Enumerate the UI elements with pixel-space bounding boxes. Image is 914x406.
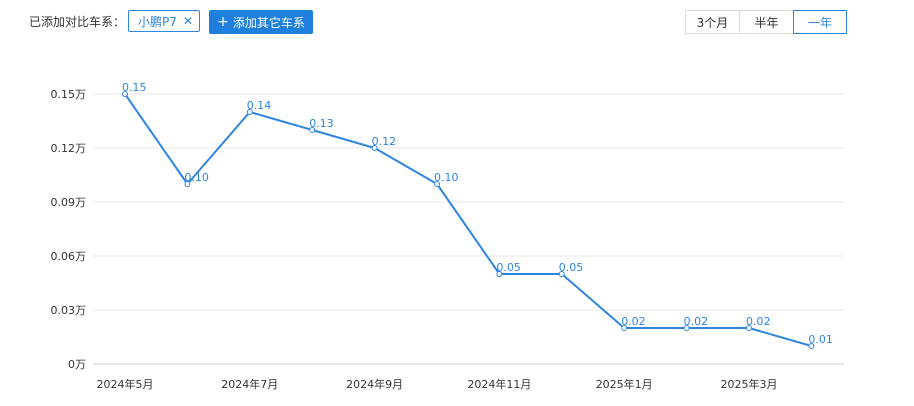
x-tick-label: 2024年7月 — [221, 377, 278, 391]
y-tick-label: 0.12万 — [51, 142, 87, 155]
data-point — [122, 91, 128, 97]
series-line — [124, 93, 812, 347]
data-label: 0.05 — [559, 261, 584, 274]
data-point — [746, 325, 752, 331]
data-point — [808, 343, 815, 349]
data-point — [621, 325, 628, 331]
range-one-year-button[interactable]: 一年 — [793, 10, 847, 34]
range-half-year-button[interactable]: 半年 — [739, 10, 794, 34]
x-tick-label: 2024年9月 — [346, 377, 403, 391]
y-tick-label: 0.09万 — [51, 196, 87, 209]
data-label: 0.10 — [184, 171, 209, 184]
x-tick-label: 2025年3月 — [721, 377, 778, 391]
data-point — [496, 271, 503, 277]
data-point — [558, 271, 565, 277]
compare-label: 已添加对比车系： — [29, 15, 126, 29]
x-tick-label: 2024年5月 — [97, 377, 154, 391]
data-label: 0.02 — [684, 315, 709, 328]
close-icon[interactable]: ✕ — [182, 14, 193, 28]
add-series-button[interactable]: + 添加其它车系 — [209, 10, 313, 34]
data-label: 0.05 — [496, 261, 521, 274]
selected-series-name: 小鹏P7 — [138, 14, 177, 29]
y-tick-label: 0.03万 — [51, 304, 87, 317]
data-label: 0.10 — [434, 171, 459, 184]
y-tick-label: 0.06万 — [51, 250, 87, 263]
y-tick-label: 0万 — [68, 358, 86, 371]
data-label: 0.02 — [746, 315, 771, 328]
data-label: 0.01 — [808, 333, 833, 346]
data-point — [371, 145, 378, 151]
add-series-label: 添加其它车系 — [232, 15, 305, 30]
time-range-group: 3个月 半年 一年 — [685, 10, 847, 34]
data-label: 0.02 — [621, 315, 646, 328]
data-point — [309, 127, 316, 133]
x-tick-label: 2024年11月 — [467, 377, 531, 391]
toolbar: 已添加对比车系： 小鹏P7 ✕ + 添加其它车系 3个月 半年 一年 — [0, 0, 914, 46]
x-tick-label: 2025年1月 — [596, 377, 653, 391]
y-tick-label: 0.15万 — [51, 88, 87, 101]
data-point — [434, 181, 440, 187]
data-point — [683, 325, 690, 331]
plus-icon: + — [217, 14, 229, 30]
data-label: 0.14 — [247, 99, 271, 112]
data-point — [246, 109, 253, 115]
data-point — [184, 181, 191, 187]
data-label: 0.15 — [122, 81, 147, 94]
data-label: 0.13 — [309, 117, 334, 130]
data-label: 0.12 — [372, 135, 397, 148]
selected-series-tag[interactable]: 小鹏P7 ✕ — [128, 10, 200, 32]
